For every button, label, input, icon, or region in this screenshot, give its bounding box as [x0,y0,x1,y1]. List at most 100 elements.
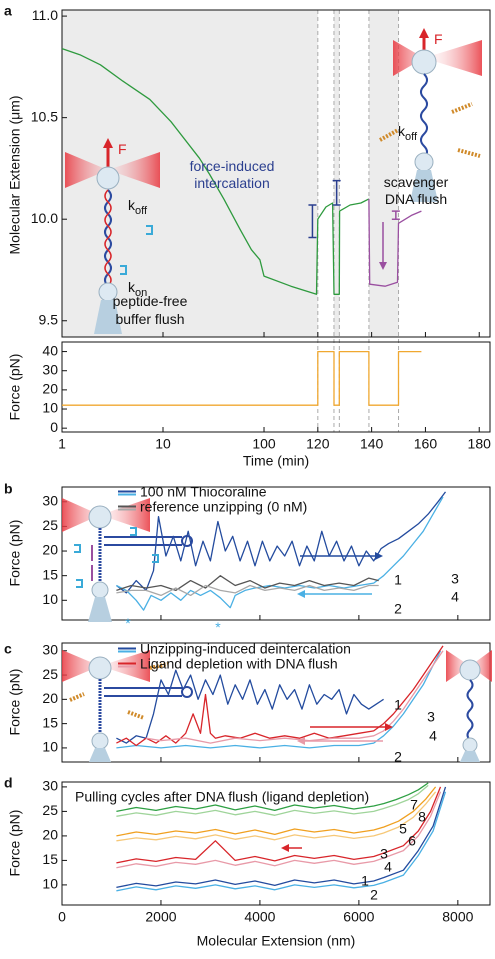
annotation-text: force-induced [190,158,275,174]
legend-label: 100 nM Thiocoraline [140,484,267,500]
arrow-head [281,844,289,852]
x-tick-label: 140 [360,436,384,452]
annotation-text: F [118,141,127,157]
interval-bracket [332,179,341,206]
curve-label: 4 [429,728,437,744]
y-axis-label: Force (pN) [7,669,23,736]
annotation-text: buffer flush [115,311,184,327]
y-tick-label: 9.5 [39,311,59,327]
x-tick-label: 0 [58,909,66,925]
x-tick-label: 1 [58,436,66,452]
x-tick-label: 8000 [442,909,473,925]
curve-label: 3 [380,846,388,862]
x-axis-label: Molecular Extension (nm) [197,933,356,949]
bead [88,505,112,529]
plot-frame [61,486,491,621]
curve-label: 3 [427,709,435,725]
curve-label: 2 [394,749,402,765]
annotation: koff [398,123,418,143]
bead [411,49,437,75]
x-tick-label: 180 [468,436,492,452]
plot-frame [61,9,491,338]
y-tick-label: 10 [42,400,58,416]
data-line [116,786,442,864]
bead [91,732,109,750]
curve-label: 1 [361,873,369,889]
annotation: F [434,31,443,47]
data-line [62,350,422,406]
annotation: peptide-free [113,293,188,309]
y-tick-label: 20 [42,690,58,706]
annotation: scavenger [384,174,449,190]
hairpin [104,536,182,546]
scavenger-dna [379,102,481,158]
y-axis-label: Molecular Extension (μm) [7,95,23,254]
annotation-text: k [398,123,406,139]
data-line [61,47,370,295]
curve-label: 4 [384,859,392,875]
data-line [116,786,437,837]
annotation: * [215,619,221,635]
y-tick-label: 25 [42,666,58,682]
bead [459,659,481,681]
x-tick-label: 120 [306,436,330,452]
legend-label: Unzipping-induced deintercalation [140,641,351,657]
y-tick-label: 15 [42,714,58,730]
laser-beam [393,40,482,76]
data-line [116,669,384,744]
dna [420,73,428,159]
data-line [116,645,444,747]
y-tick-label: 15 [42,566,58,582]
y-tick-label: 25 [42,517,58,533]
data-line [116,791,442,869]
arrow-head [103,138,113,148]
y-tick-label: 30 [42,361,58,377]
x-tick-label: 10 [155,436,171,452]
curve-label: 1 [394,697,402,713]
annotation-text: scavenger [384,174,449,190]
legend-label: Ligand depletion with DNA flush [140,656,338,672]
annotation-subscript: off [405,131,418,143]
x-axis-label: Time (min) [243,453,309,469]
data-line [116,650,442,749]
x-tick-label: 160 [414,436,438,452]
y-tick-label: 0 [50,419,58,435]
annotation-text: DNA flush [385,191,447,207]
curve-label: 7 [410,797,418,813]
interval-bracket [308,204,317,239]
x-tick-label: 100 [252,436,276,452]
plot-frame [61,781,491,906]
annotation: intercalation [194,175,270,191]
bead [91,581,109,599]
y-tick-label: 30 [42,641,58,657]
annotation: kon [128,279,147,299]
plot-frame [61,341,491,433]
annotation-text: k [128,279,136,295]
data-line [116,496,444,611]
y-tick-label: 10 [42,739,58,755]
y-tick-label: 30 [42,492,58,508]
dna [104,189,112,287]
curve-label: 2 [394,601,402,617]
y-axis-label: Force (pN) [7,810,23,877]
x-tick-label: 4000 [244,909,275,925]
plot-frame [61,642,491,763]
y-tick-label: 20 [42,827,58,843]
y-tick-label: 11.0 [32,7,58,23]
annotation-text: * [215,619,221,635]
annotation-subscript: on [135,287,147,299]
x-tick-label: 6000 [343,909,374,925]
curve-label: 3 [451,571,459,587]
annotation-text: peptide-free [113,293,188,309]
pipette [89,748,111,762]
y-tick-label: 40 [42,342,58,358]
pipette [460,751,480,762]
y-tick-label: 15 [42,851,58,867]
arrow-head [385,723,393,731]
data-line [116,786,447,889]
curve-label: 4 [451,589,459,605]
peptide [120,225,153,275]
